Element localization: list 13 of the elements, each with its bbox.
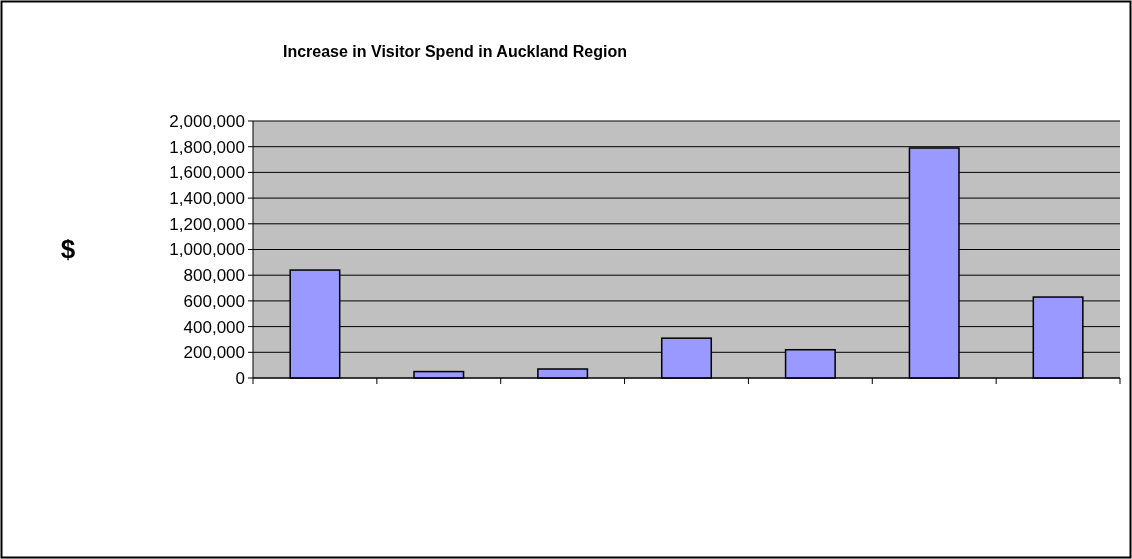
y-tick-label: 1,400,000 — [169, 189, 245, 209]
y-tick-label: 400,000 — [183, 317, 245, 337]
y-tick-label: 1,000,000 — [169, 240, 245, 260]
y-tick-label: 800,000 — [183, 266, 245, 286]
y-tick-label: 1,600,000 — [169, 163, 245, 183]
y-tick-label: 2,000,000 — [169, 111, 245, 131]
y-tick-label: 0 — [235, 368, 245, 388]
chart-title: Increase in Visitor Spend in Auckland Region — [282, 43, 628, 60]
y-tick-label: 1,800,000 — [169, 137, 245, 157]
y-axis-title: $ — [60, 234, 76, 264]
y-tick-label: 200,000 — [183, 343, 245, 363]
y-tick-label: 600,000 — [183, 291, 245, 311]
y-tick-label: 1,200,000 — [169, 214, 245, 234]
